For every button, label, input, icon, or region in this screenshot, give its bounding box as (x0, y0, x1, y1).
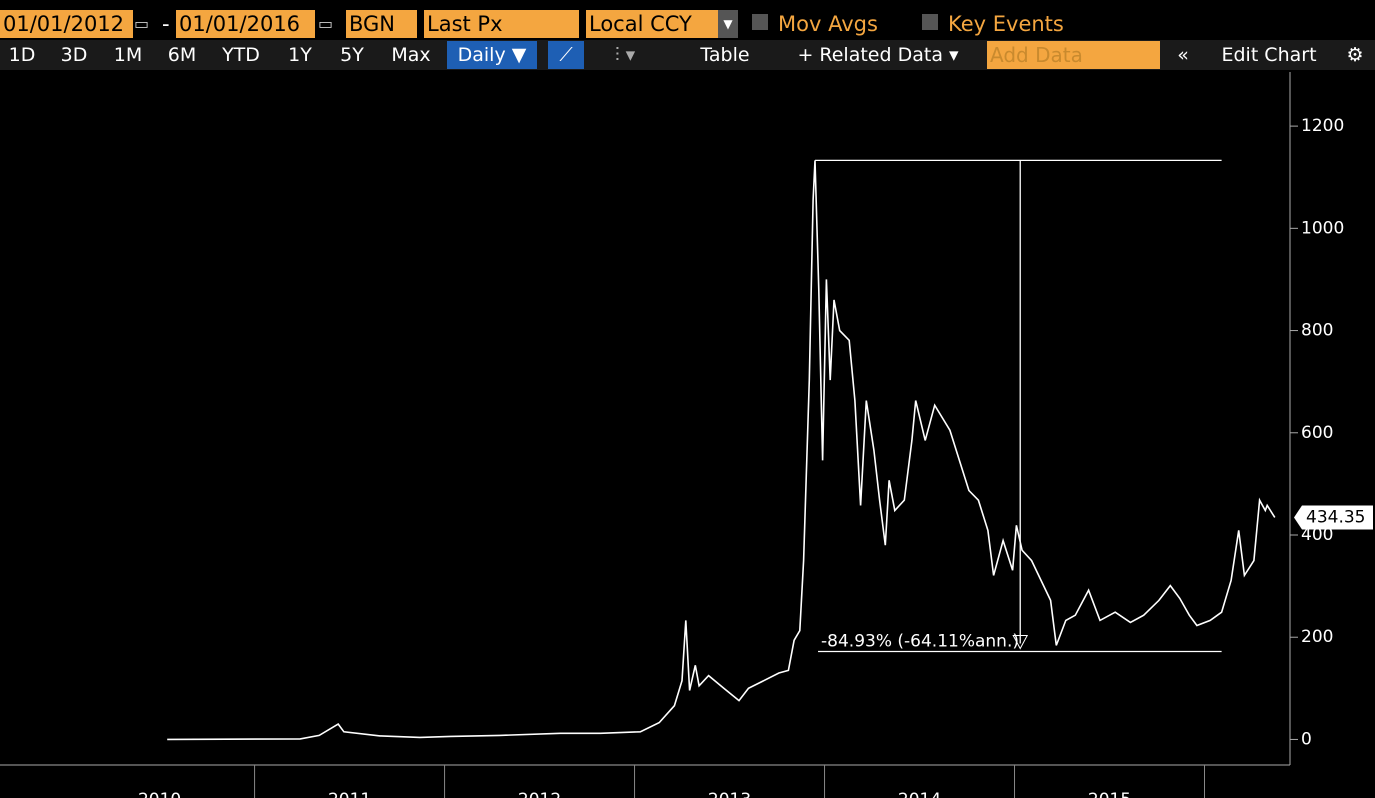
x-tick-label: 2013 (708, 790, 751, 798)
checkbox[interactable] (752, 14, 768, 30)
measure-label: -84.93% (-64.11%ann.) (821, 632, 1019, 652)
x-tick-label: 2014 (898, 790, 941, 798)
y-tick-label: 600 (1301, 423, 1333, 443)
price-line (167, 160, 1276, 741)
range-button[interactable]: 1M (113, 44, 143, 66)
currency-field[interactable]: Local CCY (586, 10, 719, 38)
end-date[interactable]: 01/01/2016 (176, 10, 315, 38)
toolbar-row2: 1D 3D 1M 6M YTD 1Y 5Y Max Daily ▼ ⟋ ⫶ ▾ … (0, 40, 1375, 70)
last-value-label: 434.35 (1306, 507, 1365, 527)
edit-chart-button[interactable]: Edit Chart (1221, 44, 1317, 66)
checkbox[interactable] (922, 14, 938, 30)
y-tick-label: 800 (1301, 321, 1333, 341)
table-button[interactable]: Table (700, 44, 750, 66)
price-field[interactable]: Last Px (424, 10, 579, 38)
range-button[interactable]: 1D (8, 44, 36, 66)
y-tick-label: 1200 (1301, 116, 1344, 136)
y-tick-label: 200 (1301, 627, 1333, 647)
start-date[interactable]: 01/01/2012 (0, 10, 133, 38)
range-button[interactable]: 3D (60, 44, 88, 66)
collapse-button[interactable]: « (1177, 44, 1189, 66)
add-data-input[interactable]: Add Data (987, 41, 1160, 69)
range-button[interactable]: Max (391, 44, 431, 66)
y-tick-label: 0 (1301, 729, 1312, 749)
calendar-icon[interactable]: ▭ (318, 14, 334, 33)
range-button[interactable]: 1Y (288, 44, 312, 66)
mov-avgs[interactable]: Mov Avgs (778, 12, 878, 36)
chart-style-icon[interactable]: ⫶ ▾ (614, 44, 636, 66)
line-chart-icon[interactable]: ⟋ (548, 41, 584, 69)
range-button[interactable]: YTD (222, 44, 260, 66)
range-button[interactable]: 5Y (340, 44, 364, 66)
arrow-head (1012, 635, 1029, 650)
dropdown-arrow[interactable]: ▼ (718, 10, 738, 38)
date-separator: - (162, 12, 170, 36)
frequency-button[interactable]: Daily ▼ (447, 41, 537, 69)
settings-button[interactable]: ⚙ (1346, 44, 1364, 66)
related-data-button[interactable]: + Related Data ▾ (797, 44, 959, 66)
x-tick-label: 2010 (138, 790, 181, 798)
x-tick-label: 2012 (518, 790, 561, 798)
last-value-flag (1294, 505, 1373, 530)
y-tick-label: 1000 (1301, 218, 1344, 238)
calendar-icon[interactable]: ▭ (134, 14, 150, 33)
x-tick-label: 2015 (1088, 790, 1131, 798)
y-tick-label: 400 (1301, 525, 1333, 545)
x-tick-label: 2011 (328, 790, 371, 798)
key-events[interactable]: Key Events (948, 12, 1064, 36)
source-field[interactable]: BGN (346, 10, 417, 38)
range-button[interactable]: 6M (167, 44, 197, 66)
